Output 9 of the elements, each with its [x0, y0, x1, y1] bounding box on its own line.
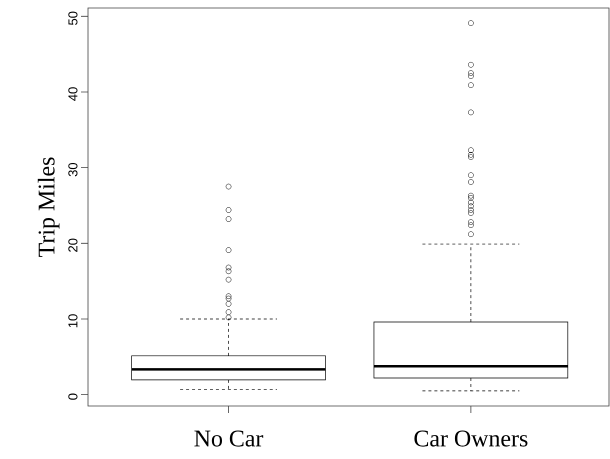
y-tick-label: 10 — [68, 314, 78, 328]
x-tick-label: No Car — [194, 430, 264, 447]
y-tick-label: 30 — [68, 162, 78, 176]
y-tick-label: 50 — [68, 12, 78, 25]
y-tick-label: 20 — [68, 238, 78, 252]
y-axis-title: Trip Miles — [38, 157, 60, 257]
y-tick-label: 40 — [68, 87, 78, 101]
y-tick-label: 0 — [68, 394, 78, 400]
x-tick-label: Car Owners — [414, 430, 528, 447]
